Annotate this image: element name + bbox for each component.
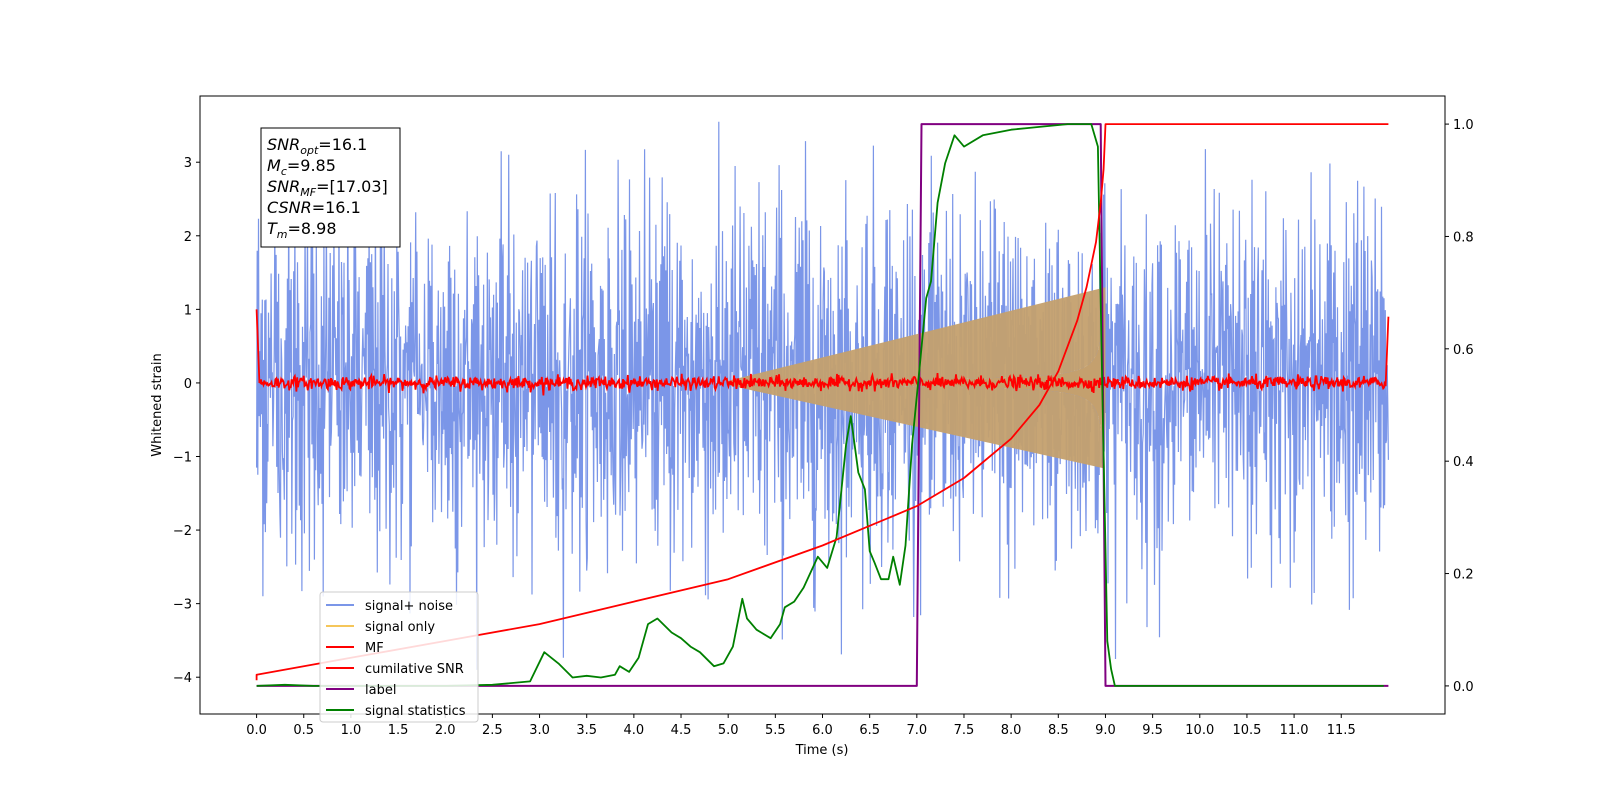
legend-label: label [365,683,396,698]
x-tick-label: 6.5 [859,723,880,738]
x-tick-label: 8.0 [1001,723,1022,738]
annotation-line: SNRMF=[17.03] [267,177,388,199]
annotation-box: SNRopt=16.1Mc=9.85SNRMF=[17.03]CSNR=16.1… [260,127,401,248]
annotation-line: Tm=8.98 [267,219,337,241]
x-tick-label: 8.5 [1048,723,1069,738]
series-signal-statistics [256,123,1384,687]
y-tick-label-right: 0.6 [1453,343,1474,358]
y-tick-label-left: 3 [184,156,192,171]
legend-label: cumilative SNR [365,662,464,677]
x-tick-label: 4.5 [671,723,692,738]
y-tick-label-left: −4 [173,671,192,686]
y-tick-label-left: 1 [184,303,192,318]
x-tick-label: 10.5 [1232,723,1261,738]
annotation-line: CSNR=16.1 [267,198,361,217]
x-tick-label: 5.0 [718,723,739,738]
y-tick-label-left: −2 [173,524,192,539]
x-tick-label: 1.5 [388,723,409,738]
x-tick-label: 6.0 [812,723,833,738]
legend-label: MF [365,641,384,656]
y-tick-label-left: 2 [184,230,192,245]
axes: 0.0 0.5 1.0 1.5 2.0 2.5 3.0 3.5 4.0 4.5 5.0 5.5 6.0 6… [173,118,1474,738]
y-tick-label-left: 0 [184,377,192,392]
series-signal-noise [256,121,1389,670]
y-tick-label-right: 0.2 [1453,568,1474,583]
x-tick-label: 2.5 [482,723,503,738]
legend-frame [319,591,479,723]
x-tick-label: 10.0 [1185,723,1214,738]
x-tick-label: 3.5 [576,723,597,738]
x-tick-label: 9.5 [1142,723,1163,738]
x-tick-label: 2.0 [435,723,456,738]
series-mf [255,309,1390,396]
x-tick-label: 7.0 [906,723,927,738]
series-signal-only [728,287,1106,469]
x-tick-label: 11.0 [1280,723,1309,738]
annotation-line: Mc=9.85 [267,156,336,178]
y-axis-label: Whitened strain [150,353,165,456]
y-tick-label-left: −3 [173,598,192,613]
y-tick-label-right: 0.8 [1453,230,1474,245]
x-tick-label: 0.0 [246,723,267,738]
y-tick-label-right: 0.0 [1453,680,1474,695]
x-tick-label: 11.5 [1327,723,1356,738]
legend: signal+ noise signal only MF cumilative SNR… [319,591,479,723]
x-tick-label: 0.5 [293,723,314,738]
x-tick-label: 7.5 [954,723,975,738]
x-tick-label: 9.0 [1095,723,1116,738]
y-tick-label-right: 1.0 [1453,118,1474,133]
x-tick-label: 4.0 [624,723,645,738]
legend-label: signal statistics [365,704,466,719]
x-axis-label: Time (s) [795,743,849,758]
x-tick-label: 3.0 [529,723,550,738]
annotation-frame [260,127,401,248]
legend-label: signal only [365,620,435,635]
x-tick-label: 5.5 [765,723,786,738]
y-tick-label-right: 0.4 [1453,455,1474,470]
x-tick-label: 1.0 [341,723,362,738]
annotation-line: SNRopt=16.1 [267,135,367,157]
y-tick-label-left: −1 [173,451,192,466]
legend-label: signal+ noise [365,599,453,614]
